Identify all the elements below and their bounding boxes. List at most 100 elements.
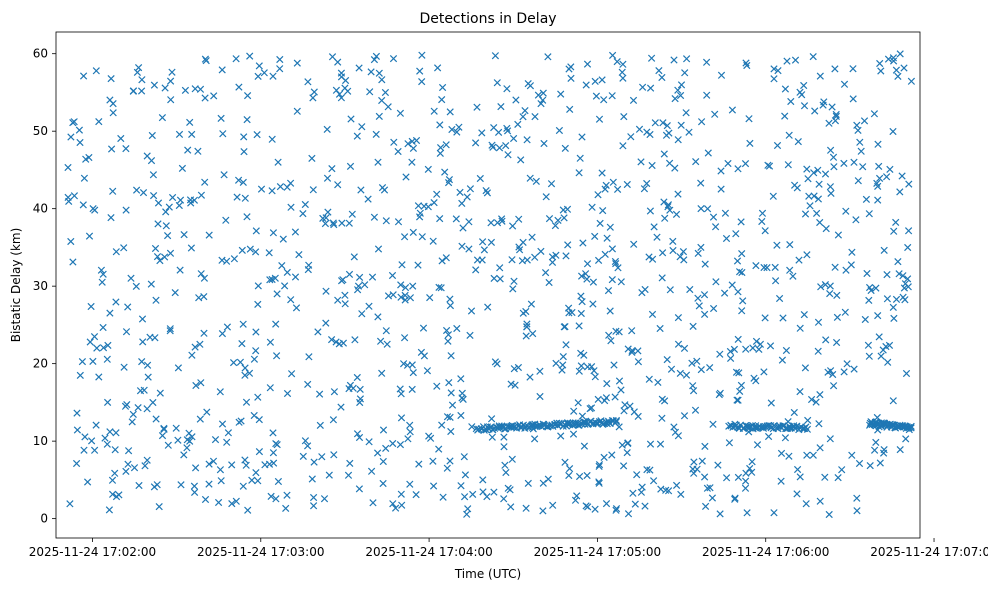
data-point	[92, 421, 100, 429]
data-point	[141, 462, 149, 470]
data-point	[812, 209, 821, 218]
data-point	[518, 257, 527, 265]
data-point	[255, 447, 264, 456]
data-point	[815, 180, 823, 188]
data-point	[624, 439, 632, 447]
data-point	[889, 397, 897, 405]
data-point	[872, 438, 880, 447]
data-point	[633, 471, 641, 479]
data-point	[463, 193, 471, 201]
data-point	[752, 261, 760, 270]
data-point	[151, 244, 160, 253]
data-point	[375, 112, 383, 121]
data-point	[105, 506, 114, 514]
data-point	[743, 61, 751, 70]
data-point	[92, 67, 100, 75]
data-point	[884, 55, 893, 63]
data-point	[127, 274, 135, 282]
data-point	[291, 273, 300, 281]
data-point	[708, 494, 717, 502]
y-tick-label: 60	[33, 47, 48, 61]
data-point	[301, 200, 309, 209]
data-point	[67, 133, 75, 141]
data-point	[552, 359, 560, 368]
data-point	[847, 261, 855, 269]
data-point	[724, 159, 732, 168]
data-point	[738, 307, 746, 315]
data-point	[433, 64, 442, 72]
data-point	[216, 466, 225, 474]
data-point	[902, 369, 911, 378]
data-point	[254, 393, 262, 401]
data-point	[89, 357, 97, 366]
data-point	[901, 280, 910, 288]
data-point	[880, 445, 888, 454]
data-point	[287, 296, 295, 304]
data-point	[188, 351, 196, 359]
data-point	[580, 442, 589, 450]
data-point	[197, 270, 205, 278]
data-point	[595, 460, 604, 469]
data-point	[641, 502, 649, 510]
data-point	[555, 126, 564, 135]
data-point	[218, 66, 226, 74]
data-point	[660, 150, 668, 158]
data-point	[99, 270, 107, 278]
data-point	[316, 421, 324, 430]
data-point	[429, 482, 438, 490]
data-point	[628, 346, 636, 355]
data-point	[742, 59, 750, 67]
data-point	[508, 455, 516, 463]
data-point	[365, 438, 373, 446]
data-point	[791, 56, 800, 64]
data-point	[370, 55, 379, 64]
data-point	[853, 494, 861, 502]
data-point	[120, 244, 128, 252]
data-point	[838, 466, 846, 474]
data-point	[438, 421, 446, 429]
data-point	[156, 389, 164, 397]
data-point	[436, 121, 444, 129]
data-point	[304, 78, 312, 86]
data-point	[760, 263, 768, 272]
data-point	[330, 388, 339, 396]
data-point	[862, 195, 871, 204]
data-point	[507, 503, 515, 511]
data-point	[129, 410, 137, 419]
data-point	[200, 292, 208, 301]
data-point	[435, 445, 443, 453]
data-point	[637, 158, 645, 166]
data-point	[833, 291, 841, 300]
data-point	[465, 245, 473, 253]
data-point	[619, 462, 628, 470]
data-point	[496, 264, 504, 272]
data-point	[767, 424, 775, 432]
data-point	[181, 86, 190, 95]
data-point	[373, 449, 382, 457]
data-point	[399, 360, 408, 368]
data-point	[274, 158, 282, 166]
data-point	[658, 274, 666, 282]
data-point	[709, 213, 718, 221]
data-point	[577, 292, 585, 300]
data-point	[662, 131, 671, 139]
data-point	[98, 278, 106, 286]
data-point	[345, 270, 354, 279]
data-point	[674, 313, 683, 322]
data-point	[457, 375, 465, 383]
data-point	[416, 209, 424, 217]
data-point	[308, 154, 316, 163]
data-point	[736, 387, 744, 396]
data-point	[196, 340, 204, 348]
data-point	[287, 370, 296, 378]
data-point	[443, 413, 452, 421]
data-point	[610, 361, 618, 369]
data-point	[569, 430, 578, 438]
data-point	[540, 139, 548, 148]
data-point	[406, 294, 415, 302]
data-point	[664, 201, 673, 209]
data-point	[252, 328, 260, 336]
data-point	[576, 154, 584, 162]
data-point	[541, 268, 550, 277]
data-point	[235, 83, 243, 91]
